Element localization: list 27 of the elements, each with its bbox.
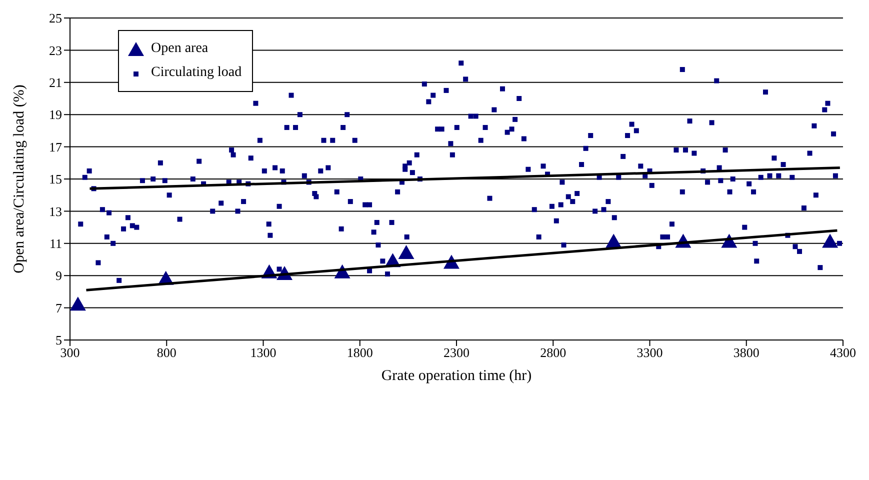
y-tick-label: 11 [49,236,62,252]
x-tick-label: 1300 [250,345,276,360]
y-tick-label: 25 [49,10,62,26]
y-tick-label: 19 [49,107,62,122]
x-tick-label: 4300 [830,345,856,360]
x-tick-label: 800 [156,345,176,360]
x-tick-label: 300 [60,345,80,360]
y-tick-label: 23 [49,42,62,58]
x-tick-label: 3300 [636,345,663,360]
x-tick-label: 2800 [540,345,566,360]
y-tick-label: 15 [49,172,62,187]
legend-label: Open area [151,41,208,57]
y-tick-label: 13 [49,204,62,219]
point [70,296,86,311]
x-axis-title: Grate operation time (hr) [381,368,532,384]
point [822,234,838,248]
y-tick-label: 17 [49,139,62,154]
y-tick-label: 5 [56,332,62,348]
x-tick-label: 2300 [444,345,470,360]
point [398,245,414,260]
y-tick-label: 9 [56,268,62,284]
x-tick-label: 3800 [733,345,760,360]
x-tick-label: 1800 [346,345,373,360]
legend-label: Circulating load [151,65,242,81]
y-tick-label: 7 [56,300,62,316]
y-tick-label: 21 [49,75,62,90]
y-axis-title: Open area/Circulating load (%) [11,84,28,274]
